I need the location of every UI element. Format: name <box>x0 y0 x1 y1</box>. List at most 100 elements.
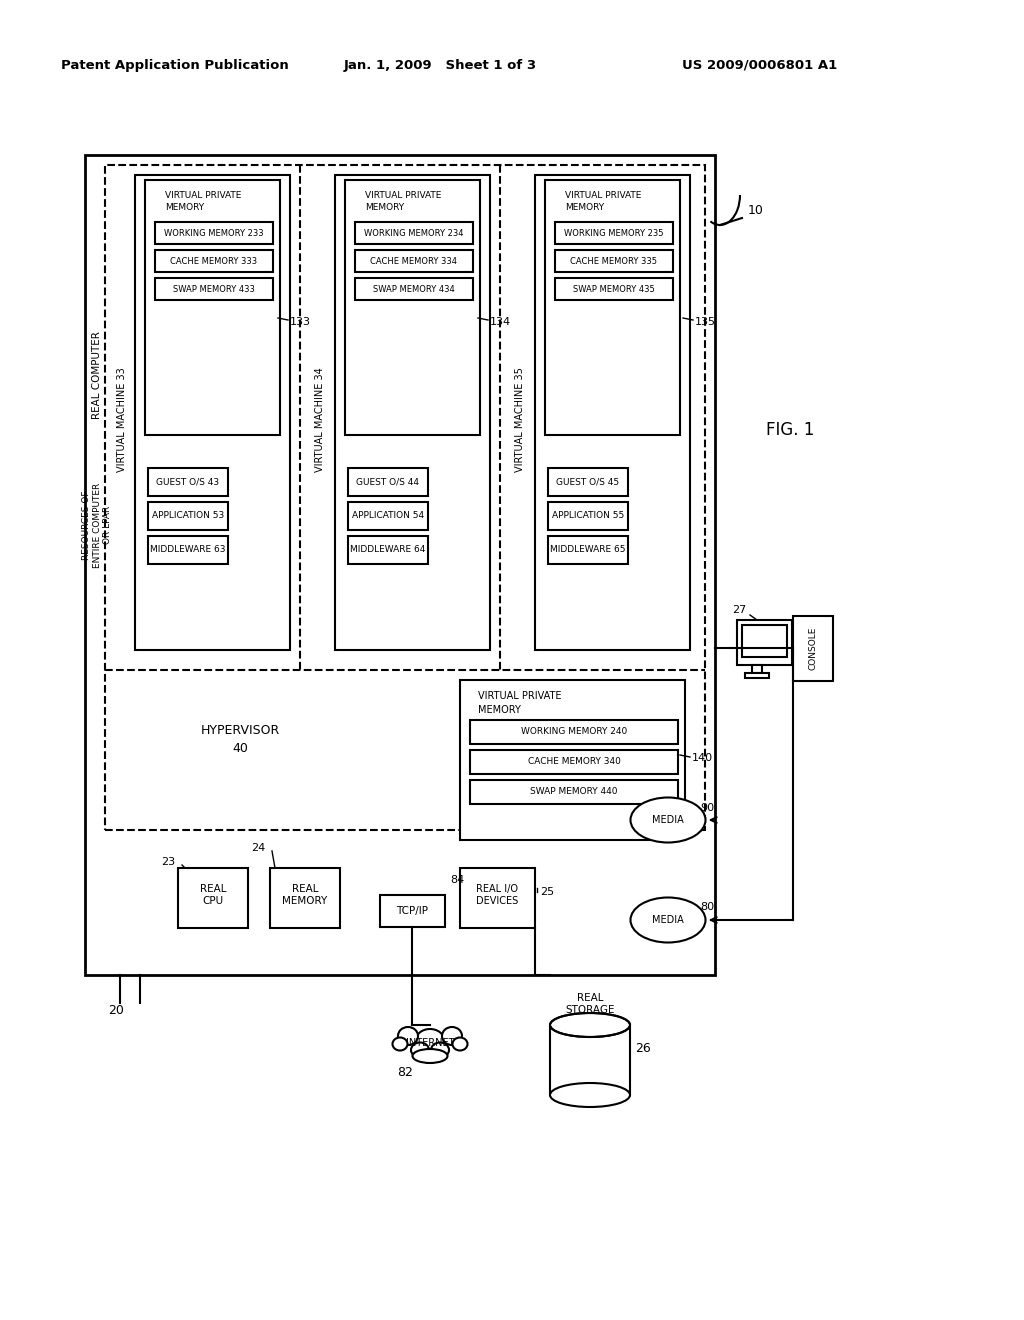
Bar <box>348 536 428 564</box>
Ellipse shape <box>631 898 706 942</box>
Ellipse shape <box>416 1030 444 1051</box>
Bar <box>148 469 228 496</box>
Text: SWAP MEMORY 434: SWAP MEMORY 434 <box>373 285 455 293</box>
Bar <box>348 469 428 496</box>
Text: VIRTUAL PRIVATE: VIRTUAL PRIVATE <box>565 190 641 199</box>
Bar <box>742 624 787 657</box>
Text: WORKING MEMORY 240: WORKING MEMORY 240 <box>521 727 627 737</box>
Text: REAL
MEMORY: REAL MEMORY <box>283 884 328 906</box>
Bar <box>550 1026 630 1096</box>
Ellipse shape <box>392 1038 408 1051</box>
Bar <box>148 502 228 531</box>
Bar <box>460 869 535 928</box>
Text: Jan. 1, 2009   Sheet 1 of 3: Jan. 1, 2009 Sheet 1 of 3 <box>343 58 537 71</box>
Text: HYPERVISOR: HYPERVISOR <box>201 723 280 737</box>
Text: 10: 10 <box>748 203 764 216</box>
Text: 133: 133 <box>290 317 311 327</box>
Text: CACHE MEMORY 334: CACHE MEMORY 334 <box>371 256 458 265</box>
Text: CACHE MEMORY 340: CACHE MEMORY 340 <box>527 758 621 767</box>
Text: REAL
CPU: REAL CPU <box>200 884 226 906</box>
Bar <box>548 536 628 564</box>
Bar <box>145 180 280 436</box>
Bar <box>752 665 762 673</box>
Bar <box>555 222 673 244</box>
Bar <box>793 616 833 681</box>
Text: 90: 90 <box>700 803 714 813</box>
Text: MEMORY: MEMORY <box>565 203 604 213</box>
Bar <box>105 165 705 830</box>
Ellipse shape <box>453 1038 468 1051</box>
Text: APPLICATION 54: APPLICATION 54 <box>352 511 424 520</box>
Bar <box>555 249 673 272</box>
Ellipse shape <box>398 1027 418 1045</box>
Text: 135: 135 <box>695 317 716 327</box>
Bar <box>555 279 673 300</box>
Text: VIRTUAL PRIVATE: VIRTUAL PRIVATE <box>478 690 561 701</box>
Bar <box>737 620 792 665</box>
Ellipse shape <box>631 797 706 842</box>
Text: MEMORY: MEMORY <box>478 705 521 715</box>
Text: WORKING MEMORY 233: WORKING MEMORY 233 <box>164 228 264 238</box>
Text: MIDDLEWARE 65: MIDDLEWARE 65 <box>550 545 626 554</box>
Text: MIDDLEWARE 64: MIDDLEWARE 64 <box>350 545 426 554</box>
Text: US 2009/0006801 A1: US 2009/0006801 A1 <box>682 58 838 71</box>
Text: GUEST O/S 43: GUEST O/S 43 <box>157 478 219 487</box>
Bar <box>548 502 628 531</box>
Text: SWAP MEMORY 440: SWAP MEMORY 440 <box>530 788 617 796</box>
Text: RESOURCES OF
ENTIRE COMPUTER
OR LPAR: RESOURCES OF ENTIRE COMPUTER OR LPAR <box>82 482 112 568</box>
Text: CONSOLE: CONSOLE <box>809 626 817 669</box>
Ellipse shape <box>550 1012 630 1038</box>
Text: VIRTUAL MACHINE 34: VIRTUAL MACHINE 34 <box>315 368 325 473</box>
Bar <box>470 750 678 774</box>
Bar <box>135 176 290 649</box>
Text: VIRTUAL MACHINE 33: VIRTUAL MACHINE 33 <box>117 368 127 473</box>
Text: FIG. 1: FIG. 1 <box>766 421 814 440</box>
Bar <box>355 249 473 272</box>
Text: 24: 24 <box>251 843 265 853</box>
Text: VIRTUAL PRIVATE: VIRTUAL PRIVATE <box>165 190 242 199</box>
Ellipse shape <box>411 1043 429 1057</box>
Text: GUEST O/S 44: GUEST O/S 44 <box>356 478 420 487</box>
Text: 26: 26 <box>635 1041 650 1055</box>
Text: 23: 23 <box>161 857 175 867</box>
Text: MIDDLEWARE 63: MIDDLEWARE 63 <box>151 545 225 554</box>
Bar <box>470 719 678 744</box>
Bar <box>548 469 628 496</box>
Bar <box>85 154 715 975</box>
Bar <box>348 502 428 531</box>
Bar <box>155 279 273 300</box>
Text: 27: 27 <box>732 605 746 615</box>
Text: STORAGE: STORAGE <box>565 1005 614 1015</box>
Text: 40: 40 <box>232 742 248 755</box>
Ellipse shape <box>442 1027 462 1045</box>
Text: SWAP MEMORY 433: SWAP MEMORY 433 <box>173 285 255 293</box>
Bar <box>155 249 273 272</box>
Bar <box>535 176 690 649</box>
Text: WORKING MEMORY 234: WORKING MEMORY 234 <box>365 228 464 238</box>
Text: REAL I/O
DEVICES: REAL I/O DEVICES <box>476 884 518 906</box>
Bar <box>345 180 480 436</box>
Text: VIRTUAL PRIVATE: VIRTUAL PRIVATE <box>365 190 441 199</box>
Bar <box>355 279 473 300</box>
Text: TCP/IP: TCP/IP <box>396 906 428 916</box>
Bar <box>470 780 678 804</box>
Text: CACHE MEMORY 335: CACHE MEMORY 335 <box>570 256 657 265</box>
Text: 82: 82 <box>397 1065 413 1078</box>
Text: MEDIA: MEDIA <box>652 814 684 825</box>
Ellipse shape <box>413 1049 447 1063</box>
Text: MEDIA: MEDIA <box>652 915 684 925</box>
Text: CACHE MEMORY 333: CACHE MEMORY 333 <box>170 256 258 265</box>
Text: INTERNET: INTERNET <box>406 1038 455 1048</box>
Ellipse shape <box>431 1043 449 1057</box>
Ellipse shape <box>550 1082 630 1107</box>
Text: REAL: REAL <box>577 993 603 1003</box>
Text: REAL COMPUTER: REAL COMPUTER <box>92 331 102 418</box>
Text: VIRTUAL MACHINE 35: VIRTUAL MACHINE 35 <box>515 367 525 473</box>
Text: APPLICATION 55: APPLICATION 55 <box>552 511 624 520</box>
Text: WORKING MEMORY 235: WORKING MEMORY 235 <box>564 228 664 238</box>
Bar <box>745 673 769 678</box>
Bar <box>460 680 685 840</box>
Text: SWAP MEMORY 435: SWAP MEMORY 435 <box>573 285 655 293</box>
Bar <box>355 222 473 244</box>
Text: Patent Application Publication: Patent Application Publication <box>61 58 289 71</box>
